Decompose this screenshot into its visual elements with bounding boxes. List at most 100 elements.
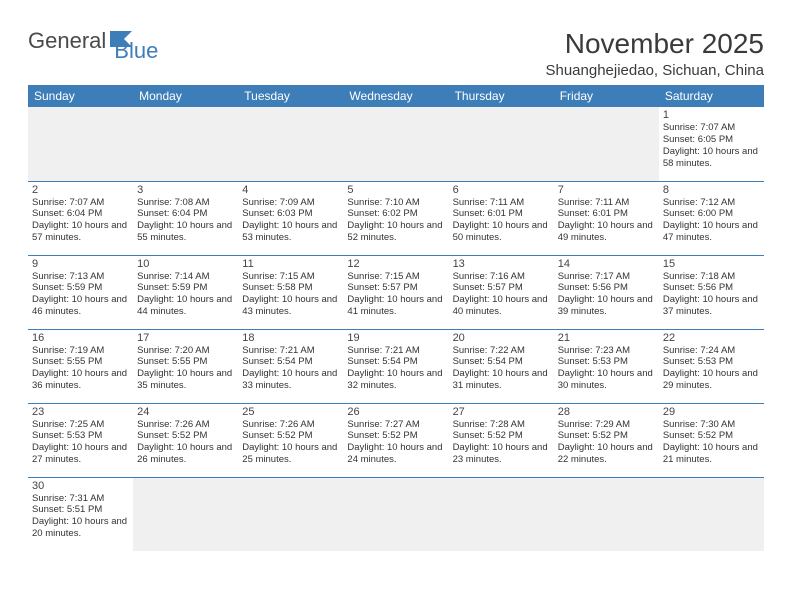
calendar-cell: 9Sunrise: 7:13 AMSunset: 5:59 PMDaylight… — [28, 255, 133, 329]
calendar-cell — [343, 477, 448, 551]
calendar-cell: 13Sunrise: 7:16 AMSunset: 5:57 PMDayligh… — [449, 255, 554, 329]
daylight-line: Daylight: 10 hours and 46 minutes. — [32, 294, 129, 318]
day-number: 9 — [32, 258, 129, 270]
sunrise-line: Sunrise: 7:25 AM — [32, 419, 129, 431]
sunrise-line: Sunrise: 7:22 AM — [453, 345, 550, 357]
sunrise-line: Sunrise: 7:26 AM — [242, 419, 339, 431]
day-number: 22 — [663, 332, 760, 344]
sunrise-line: Sunrise: 7:08 AM — [137, 197, 234, 209]
daylight-line: Daylight: 10 hours and 39 minutes. — [558, 294, 655, 318]
calendar-cell: 28Sunrise: 7:29 AMSunset: 5:52 PMDayligh… — [554, 403, 659, 477]
daylight-line: Daylight: 10 hours and 24 minutes. — [347, 442, 444, 466]
sunset-line: Sunset: 6:02 PM — [347, 208, 444, 220]
day-number: 12 — [347, 258, 444, 270]
calendar-cell — [554, 107, 659, 181]
daylight-line: Daylight: 10 hours and 36 minutes. — [32, 368, 129, 392]
daylight-line: Daylight: 10 hours and 40 minutes. — [453, 294, 550, 318]
sunrise-line: Sunrise: 7:21 AM — [242, 345, 339, 357]
sunrise-line: Sunrise: 7:13 AM — [32, 271, 129, 283]
calendar-cell — [449, 107, 554, 181]
daylight-line: Daylight: 10 hours and 21 minutes. — [663, 442, 760, 466]
calendar-cell: 3Sunrise: 7:08 AMSunset: 6:04 PMDaylight… — [133, 181, 238, 255]
sunrise-line: Sunrise: 7:29 AM — [558, 419, 655, 431]
daylight-line: Daylight: 10 hours and 22 minutes. — [558, 442, 655, 466]
sunset-line: Sunset: 5:52 PM — [347, 430, 444, 442]
day-number: 4 — [242, 184, 339, 196]
sunset-line: Sunset: 5:53 PM — [663, 356, 760, 368]
sunset-line: Sunset: 5:53 PM — [32, 430, 129, 442]
sunset-line: Sunset: 5:52 PM — [558, 430, 655, 442]
sunset-line: Sunset: 5:52 PM — [663, 430, 760, 442]
calendar-cell — [133, 107, 238, 181]
sunset-line: Sunset: 6:00 PM — [663, 208, 760, 220]
calendar-cell: 16Sunrise: 7:19 AMSunset: 5:55 PMDayligh… — [28, 329, 133, 403]
calendar-cell — [659, 477, 764, 551]
day-number: 6 — [453, 184, 550, 196]
sunrise-line: Sunrise: 7:30 AM — [663, 419, 760, 431]
daylight-line: Daylight: 10 hours and 23 minutes. — [453, 442, 550, 466]
calendar-cell: 18Sunrise: 7:21 AMSunset: 5:54 PMDayligh… — [238, 329, 343, 403]
calendar-cell: 6Sunrise: 7:11 AMSunset: 6:01 PMDaylight… — [449, 181, 554, 255]
sunrise-line: Sunrise: 7:27 AM — [347, 419, 444, 431]
sunset-line: Sunset: 5:56 PM — [663, 282, 760, 294]
daylight-line: Daylight: 10 hours and 43 minutes. — [242, 294, 339, 318]
sunset-line: Sunset: 5:52 PM — [137, 430, 234, 442]
sunset-line: Sunset: 5:59 PM — [32, 282, 129, 294]
sunrise-line: Sunrise: 7:11 AM — [558, 197, 655, 209]
calendar-cell: 2Sunrise: 7:07 AMSunset: 6:04 PMDaylight… — [28, 181, 133, 255]
day-number: 25 — [242, 406, 339, 418]
day-number: 11 — [242, 258, 339, 270]
daylight-line: Daylight: 10 hours and 58 minutes. — [663, 146, 760, 170]
daylight-line: Daylight: 10 hours and 53 minutes. — [242, 220, 339, 244]
calendar-cell: 22Sunrise: 7:24 AMSunset: 5:53 PMDayligh… — [659, 329, 764, 403]
sunrise-line: Sunrise: 7:14 AM — [137, 271, 234, 283]
sunrise-line: Sunrise: 7:19 AM — [32, 345, 129, 357]
calendar-cell: 20Sunrise: 7:22 AMSunset: 5:54 PMDayligh… — [449, 329, 554, 403]
day-header: Friday — [554, 85, 659, 107]
day-number: 13 — [453, 258, 550, 270]
sunrise-line: Sunrise: 7:18 AM — [663, 271, 760, 283]
daylight-line: Daylight: 10 hours and 25 minutes. — [242, 442, 339, 466]
day-number: 2 — [32, 184, 129, 196]
sunrise-line: Sunrise: 7:07 AM — [32, 197, 129, 209]
calendar-cell: 7Sunrise: 7:11 AMSunset: 6:01 PMDaylight… — [554, 181, 659, 255]
calendar-cell: 1Sunrise: 7:07 AMSunset: 6:05 PMDaylight… — [659, 107, 764, 181]
day-number: 27 — [453, 406, 550, 418]
daylight-line: Daylight: 10 hours and 33 minutes. — [242, 368, 339, 392]
sunset-line: Sunset: 5:59 PM — [137, 282, 234, 294]
daylight-line: Daylight: 10 hours and 49 minutes. — [558, 220, 655, 244]
day-header: Monday — [133, 85, 238, 107]
daylight-line: Daylight: 10 hours and 20 minutes. — [32, 516, 129, 540]
sunset-line: Sunset: 5:57 PM — [453, 282, 550, 294]
sunset-line: Sunset: 6:03 PM — [242, 208, 339, 220]
calendar-cell: 25Sunrise: 7:26 AMSunset: 5:52 PMDayligh… — [238, 403, 343, 477]
calendar-cell: 29Sunrise: 7:30 AMSunset: 5:52 PMDayligh… — [659, 403, 764, 477]
sunrise-line: Sunrise: 7:16 AM — [453, 271, 550, 283]
calendar-cell: 21Sunrise: 7:23 AMSunset: 5:53 PMDayligh… — [554, 329, 659, 403]
sunrise-line: Sunrise: 7:15 AM — [347, 271, 444, 283]
daylight-line: Daylight: 10 hours and 31 minutes. — [453, 368, 550, 392]
daylight-line: Daylight: 10 hours and 35 minutes. — [137, 368, 234, 392]
day-number: 17 — [137, 332, 234, 344]
day-number: 29 — [663, 406, 760, 418]
daylight-line: Daylight: 10 hours and 29 minutes. — [663, 368, 760, 392]
sunset-line: Sunset: 5:55 PM — [32, 356, 129, 368]
daylight-line: Daylight: 10 hours and 55 minutes. — [137, 220, 234, 244]
sunset-line: Sunset: 5:54 PM — [242, 356, 339, 368]
calendar-cell — [133, 477, 238, 551]
daylight-line: Daylight: 10 hours and 57 minutes. — [32, 220, 129, 244]
day-header: Thursday — [449, 85, 554, 107]
calendar-cell — [554, 477, 659, 551]
calendar-cell: 10Sunrise: 7:14 AMSunset: 5:59 PMDayligh… — [133, 255, 238, 329]
sunrise-line: Sunrise: 7:24 AM — [663, 345, 760, 357]
daylight-line: Daylight: 10 hours and 44 minutes. — [137, 294, 234, 318]
sunrise-line: Sunrise: 7:31 AM — [32, 493, 129, 505]
daylight-line: Daylight: 10 hours and 37 minutes. — [663, 294, 760, 318]
sunset-line: Sunset: 6:04 PM — [137, 208, 234, 220]
day-number: 8 — [663, 184, 760, 196]
sunrise-line: Sunrise: 7:28 AM — [453, 419, 550, 431]
sunset-line: Sunset: 6:04 PM — [32, 208, 129, 220]
day-number: 7 — [558, 184, 655, 196]
day-number: 16 — [32, 332, 129, 344]
calendar-cell: 26Sunrise: 7:27 AMSunset: 5:52 PMDayligh… — [343, 403, 448, 477]
